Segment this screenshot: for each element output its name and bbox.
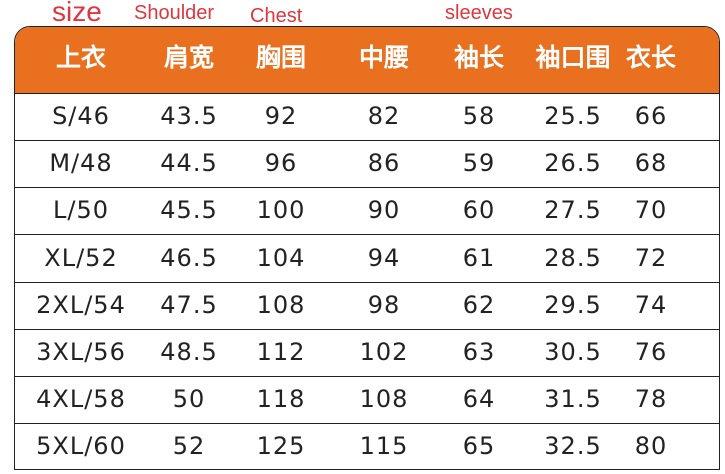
table-row: 3XL/56 48.5 112 102 63 30.5 76 — [15, 329, 719, 377]
table-cell: 32.5 — [544, 432, 602, 461]
table-cell: 4XL/58 — [36, 385, 126, 414]
table-cell: 108 — [359, 385, 409, 414]
table-cell: 47.5 — [160, 290, 218, 319]
table-cell: 27.5 — [544, 196, 602, 225]
table-cell: S/46 — [52, 102, 110, 130]
table-cell: 26.5 — [544, 149, 602, 178]
table-row: 2XL/54 47.5 108 98 62 29.5 74 — [15, 282, 719, 330]
table-cell: M/48 — [49, 149, 113, 178]
table-cell: 62 — [462, 290, 496, 319]
table-cell: 65 — [462, 432, 496, 461]
table-cell: 43.5 — [160, 102, 218, 130]
table-cell: 76 — [634, 338, 668, 366]
table-cell: 118 — [256, 385, 306, 414]
shoulder-label: Shoulder — [134, 2, 215, 24]
table-cell: 112 — [256, 338, 306, 366]
table-row: XL/52 46.5 104 94 61 28.5 72 — [15, 235, 719, 283]
table-cell: 59 — [462, 149, 496, 178]
table-cell: 92 — [264, 102, 298, 130]
table-cell: 50 — [172, 385, 206, 414]
table-cell: 58 — [462, 102, 496, 130]
table-cell: 78 — [634, 385, 668, 414]
table-cell: 44.5 — [160, 149, 218, 178]
table-cell: 100 — [256, 196, 306, 225]
table-cell: 45.5 — [160, 196, 218, 225]
table-cell: 115 — [359, 432, 409, 461]
table-cell: XL/52 — [44, 243, 118, 272]
table-cell: 70 — [634, 196, 668, 225]
table-cell: 86 — [367, 149, 401, 178]
table-cell: 2XL/54 — [36, 290, 126, 319]
table-cell: 48.5 — [160, 338, 218, 366]
table-cell: 98 — [367, 290, 401, 319]
table-cell: 3XL/56 — [36, 338, 126, 366]
table-body: S/46 43.5 92 82 58 25.5 66 M/48 44.5 96 86 59 26.5 68… — [15, 93, 719, 469]
table-cell: 102 — [359, 338, 409, 366]
table-row: L/50 45.5 100 90 60 27.5 70 — [15, 187, 719, 236]
table-cell: 64 — [462, 385, 496, 414]
column-header: 胸围 — [255, 43, 307, 72]
table-cell: 30.5 — [544, 338, 602, 366]
column-header: 上衣 — [55, 43, 107, 72]
table-cell: 104 — [256, 243, 306, 272]
table-cell: 5XL/60 — [36, 432, 126, 461]
table-row: 5XL/60 52 125 115 65 32.5 80 — [15, 423, 719, 469]
table-cell: 125 — [256, 432, 306, 461]
table-cell: 61 — [462, 243, 496, 272]
table-row: 4XL/58 50 118 108 64 31.5 78 — [15, 376, 719, 425]
table-cell: 82 — [367, 102, 401, 130]
table-row: M/48 44.5 96 86 59 26.5 68 — [15, 140, 719, 189]
table-cell: L/50 — [53, 196, 109, 225]
table-cell: 80 — [634, 432, 668, 461]
table-cell: 72 — [634, 243, 668, 272]
table-cell: 90 — [367, 196, 401, 225]
table-header: 上衣 肩宽 胸围 中腰 袖长 袖口围 衣长 — [15, 27, 719, 94]
column-header: 衣长 — [625, 43, 677, 72]
table-cell: 63 — [462, 338, 496, 366]
column-header: 袖口围 — [535, 43, 611, 72]
table-cell: 74 — [634, 290, 668, 319]
chest-label: Chest — [250, 5, 303, 27]
table-cell: 68 — [634, 149, 668, 178]
size-label: size — [52, 0, 102, 27]
table-row: S/46 43.5 92 82 58 25.5 66 — [15, 93, 719, 141]
table-cell: 66 — [634, 102, 668, 130]
column-header: 肩宽 — [163, 43, 215, 72]
table-cell: 108 — [256, 290, 306, 319]
table-cell: 96 — [264, 149, 298, 178]
table-cell: 46.5 — [160, 243, 218, 272]
column-header: 袖长 — [453, 43, 505, 72]
table-cell: 29.5 — [544, 290, 602, 319]
size-table: 上衣 肩宽 胸围 中腰 袖长 袖口围 衣长 S/46 43.5 92 82 58 25.5 66 M/48… — [14, 26, 720, 470]
table-cell: 28.5 — [544, 243, 602, 272]
sleeves-label: sleeves — [445, 2, 513, 24]
table-cell: 52 — [172, 432, 206, 461]
table-cell: 60 — [462, 196, 496, 225]
table-cell: 31.5 — [544, 385, 602, 414]
column-header: 中腰 — [358, 43, 410, 72]
table-cell: 25.5 — [544, 102, 602, 130]
table-cell: 94 — [367, 243, 401, 272]
